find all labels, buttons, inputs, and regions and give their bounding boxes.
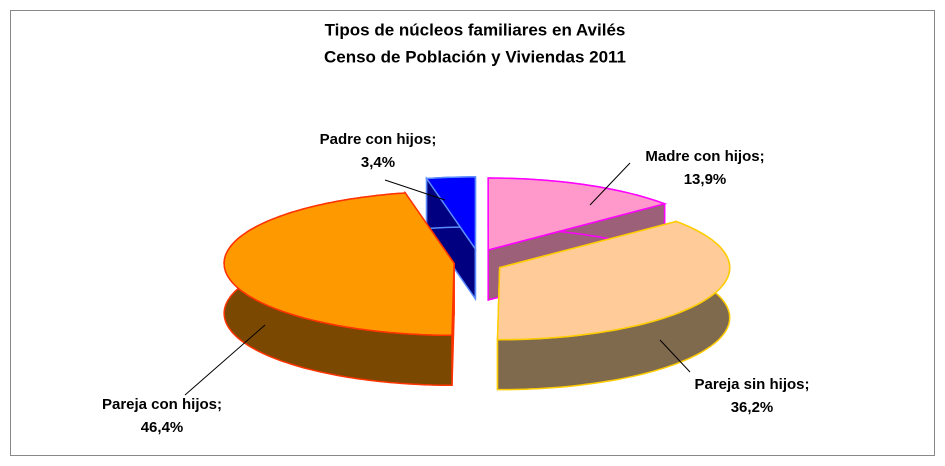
leader-line — [384, 179, 446, 201]
data-label-name: Padre con hijos; — [320, 131, 437, 148]
data-label-value: 13,9% — [684, 171, 727, 188]
slice-top — [496, 220, 731, 341]
leader-line — [589, 162, 631, 206]
data-label-value: 36,2% — [731, 399, 774, 416]
slice-top — [425, 176, 477, 252]
chart-subtitle: Censo de Población y Viviendas 2011 — [324, 47, 626, 66]
data-label-value: 46,4% — [141, 419, 184, 436]
slice-top — [487, 177, 668, 251]
data-label-value: 3,4% — [361, 154, 395, 171]
data-label-name: Pareja sin hijos; — [694, 376, 809, 393]
chart-title: Tipos de núcleos familiares en Avilés — [325, 20, 626, 39]
leader-line — [184, 324, 266, 396]
slice-top — [223, 192, 455, 337]
data-label-name: Madre con hijos; — [645, 148, 764, 165]
data-label-name: Pareja con hijos; — [102, 396, 222, 413]
leader-line — [659, 339, 691, 373]
